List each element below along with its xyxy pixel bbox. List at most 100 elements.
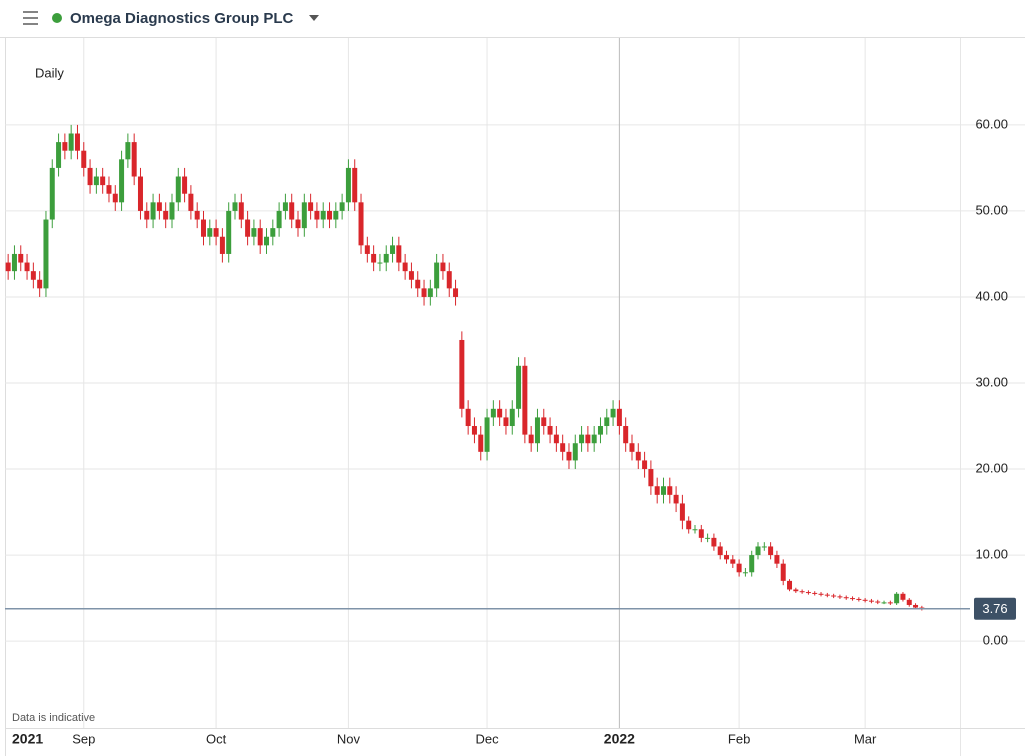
candle-body — [850, 598, 856, 600]
candle-body — [843, 597, 849, 599]
candle-body — [591, 434, 597, 444]
candle-body — [497, 408, 503, 418]
candle-body — [635, 451, 641, 461]
plot: 0.00 10.00 20.00 30.00 40.00 50.00 60.00 2021 Se… — [5, 38, 1025, 747]
dropdown-arrow[interactable] — [309, 15, 319, 21]
y-tick-label: 30.00 — [975, 374, 1008, 389]
candle-body — [339, 202, 345, 211]
candle-body — [534, 417, 540, 444]
candle-body — [188, 193, 194, 211]
candle-body — [453, 288, 459, 297]
y-tick-label: 50.00 — [975, 202, 1008, 217]
candle-body — [163, 210, 169, 220]
candle-body — [415, 279, 421, 289]
candle-body — [736, 563, 742, 573]
x-tick-label: Nov — [337, 731, 361, 746]
candle-body — [761, 546, 767, 548]
candle-body — [673, 494, 679, 504]
candle-body — [648, 469, 654, 487]
candle-body — [881, 602, 887, 604]
last-price-label: 3.76 — [982, 601, 1007, 616]
x-tick-label: 2022 — [604, 731, 635, 747]
candle-body — [875, 601, 881, 603]
x-tick-label: Feb — [728, 731, 750, 746]
candle-body — [516, 365, 522, 409]
candle-body — [465, 408, 471, 427]
candle-body — [377, 262, 383, 264]
candle-body — [345, 167, 351, 203]
candle-body — [749, 555, 755, 573]
candle-body — [572, 443, 578, 461]
menu-icon[interactable] — [23, 11, 38, 25]
candle-body — [913, 604, 919, 608]
y-tick-label: 0.00 — [983, 633, 1008, 648]
candle-body — [667, 486, 673, 495]
y-tick-label: 20.00 — [975, 460, 1008, 475]
candle-body — [358, 202, 364, 246]
candle-body — [730, 559, 736, 564]
candle-body — [692, 529, 698, 531]
status-dot — [52, 13, 62, 23]
candle-body — [276, 210, 282, 229]
candle-body — [478, 434, 484, 452]
candle-body — [62, 142, 68, 151]
y-tick-label: 40.00 — [975, 288, 1008, 303]
candle-body — [629, 443, 635, 452]
interval-label: Daily — [35, 65, 64, 80]
candle-body — [68, 133, 74, 151]
x-tick-label: Oct — [206, 731, 227, 746]
candle-body — [301, 202, 307, 229]
candle-body — [314, 210, 320, 220]
candle-body — [383, 253, 389, 263]
candle-body — [112, 193, 118, 203]
candle-body — [579, 434, 585, 444]
candle-body — [232, 202, 238, 211]
candle-body — [30, 271, 36, 280]
candle-body — [623, 426, 629, 444]
candle-body — [213, 228, 219, 237]
candle-body — [390, 245, 396, 254]
candle-body — [755, 546, 761, 556]
candle-body — [81, 150, 87, 168]
candle-body — [150, 202, 156, 220]
last-price-box — [974, 597, 1016, 620]
candle-body — [805, 592, 811, 594]
candle-body — [119, 159, 125, 203]
x-tick-label: Dec — [475, 731, 499, 746]
candle-body — [364, 245, 370, 254]
candle-body — [434, 262, 440, 289]
candle-body — [11, 253, 17, 272]
candle-body — [282, 202, 288, 211]
candle-body — [308, 202, 314, 211]
candle-body — [175, 176, 181, 203]
candle-body — [200, 219, 206, 237]
candle-body — [226, 210, 232, 254]
candle-body — [824, 594, 830, 596]
candle-body — [856, 598, 862, 600]
candle-body — [528, 434, 534, 444]
candle-body — [862, 599, 868, 601]
candle-body — [169, 202, 175, 220]
candle-body — [724, 555, 730, 560]
candle-body — [327, 210, 333, 220]
candle-body — [396, 245, 402, 263]
candle-body — [616, 408, 622, 427]
candle-body — [818, 593, 824, 595]
candle-body — [490, 408, 496, 418]
candle-body — [585, 434, 591, 444]
candle-body — [194, 210, 200, 220]
candle-body — [257, 228, 263, 246]
candle-body — [295, 219, 301, 229]
candle-body — [100, 176, 106, 186]
candle-body — [5, 262, 11, 272]
candle-body — [320, 210, 326, 220]
candle-body — [698, 529, 704, 538]
candle-body — [742, 572, 748, 574]
candle-body — [812, 592, 818, 594]
candle-body — [566, 451, 572, 461]
candle-body — [793, 589, 799, 592]
candle-body — [553, 434, 559, 444]
candle-body — [717, 546, 723, 556]
instrument-title[interactable]: Omega Diagnostics Group PLC — [70, 10, 294, 27]
